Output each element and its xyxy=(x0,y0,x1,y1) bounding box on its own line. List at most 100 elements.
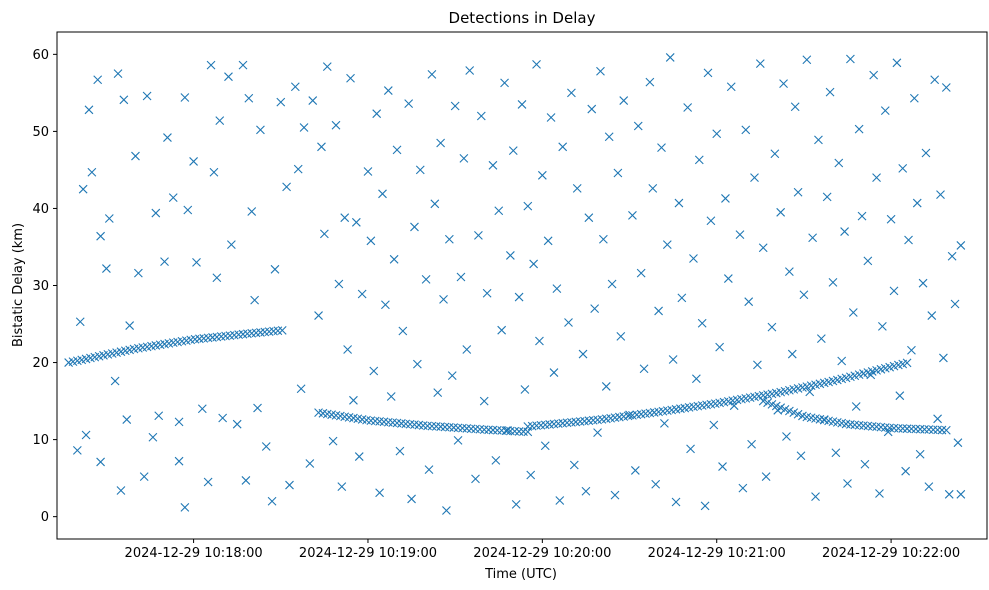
data-point xyxy=(523,422,533,431)
data-point xyxy=(256,125,265,135)
data-point xyxy=(238,60,248,70)
data-point xyxy=(549,419,559,429)
data-point xyxy=(822,192,832,202)
data-point xyxy=(937,425,947,435)
data-point xyxy=(941,83,951,92)
data-point xyxy=(876,422,886,432)
data-point xyxy=(369,366,379,376)
data-point xyxy=(761,472,771,481)
data-point xyxy=(633,121,643,131)
data-point xyxy=(571,417,581,427)
data-point xyxy=(712,129,722,139)
data-point xyxy=(442,506,451,515)
data-point xyxy=(540,420,550,430)
data-point xyxy=(825,87,835,97)
data-point xyxy=(683,103,693,112)
data-point xyxy=(72,446,82,455)
data-point xyxy=(517,100,527,109)
data-point xyxy=(260,327,270,337)
data-point xyxy=(229,330,239,340)
data-point xyxy=(479,396,489,406)
data-point xyxy=(902,358,912,368)
data-point xyxy=(784,267,794,277)
data-point xyxy=(715,342,725,352)
data-point xyxy=(686,444,695,454)
data-point xyxy=(444,422,454,432)
data-point xyxy=(269,326,278,336)
data-point xyxy=(562,418,572,428)
data-point xyxy=(386,392,396,401)
y-tick-label: 30 xyxy=(32,279,49,294)
data-point xyxy=(414,420,424,430)
data-point xyxy=(651,479,661,489)
data-point xyxy=(430,199,440,209)
data-point xyxy=(584,416,594,426)
data-point xyxy=(558,142,568,152)
data-point xyxy=(545,420,554,429)
data-point xyxy=(796,451,806,461)
data-point xyxy=(363,167,373,176)
data-point xyxy=(532,421,541,431)
data-point xyxy=(787,349,797,359)
data-point xyxy=(619,96,629,105)
data-point xyxy=(939,353,948,363)
x-tick-label: 2024-12-29 10:18:00 xyxy=(125,546,263,561)
data-point xyxy=(590,304,600,314)
data-point xyxy=(174,456,184,466)
data-point xyxy=(421,274,431,284)
data-point xyxy=(863,256,873,266)
data-point xyxy=(102,264,111,273)
data-point xyxy=(440,422,450,432)
data-point xyxy=(850,420,860,430)
data-point xyxy=(296,384,306,394)
plot-frame xyxy=(56,31,988,540)
data-point xyxy=(378,189,387,199)
data-point xyxy=(290,82,300,92)
data-point xyxy=(607,279,617,289)
x-tick-label: 2024-12-29 10:19:00 xyxy=(299,546,437,561)
data-point xyxy=(921,148,931,158)
data-point xyxy=(370,416,380,426)
y-tick-label: 60 xyxy=(32,48,49,63)
data-point xyxy=(256,328,265,337)
data-point xyxy=(203,333,213,343)
data-point xyxy=(497,325,507,335)
data-point xyxy=(520,385,530,394)
data-point xyxy=(657,143,666,152)
data-point xyxy=(450,101,460,111)
data-point xyxy=(427,69,437,79)
data-point xyxy=(160,257,169,267)
data-point xyxy=(264,327,274,336)
data-point xyxy=(436,422,446,432)
data-point xyxy=(104,214,114,223)
data-point xyxy=(331,120,341,130)
x-axis-label: Time (UTC) xyxy=(484,567,557,582)
data-point xyxy=(660,419,669,428)
data-point xyxy=(212,273,222,283)
data-point xyxy=(915,424,925,434)
data-point xyxy=(674,198,684,208)
data-point xyxy=(677,293,687,303)
data-point xyxy=(253,403,262,413)
data-point xyxy=(782,432,791,441)
data-point xyxy=(225,331,235,340)
data-point xyxy=(319,229,329,239)
data-point xyxy=(514,427,524,436)
y-tick-label: 10 xyxy=(32,433,49,448)
data-point xyxy=(340,213,350,223)
data-point xyxy=(671,497,681,507)
data-point xyxy=(898,163,908,173)
data-point xyxy=(511,499,521,509)
data-point xyxy=(270,264,280,274)
data-point xyxy=(867,421,877,431)
data-point xyxy=(703,68,713,78)
data-point xyxy=(593,428,602,438)
data-point xyxy=(721,194,730,203)
data-point xyxy=(494,206,504,216)
y-tick-label: 40 xyxy=(32,202,49,217)
data-point xyxy=(898,424,908,433)
data-point xyxy=(628,210,637,220)
data-point xyxy=(767,322,777,332)
data-point xyxy=(892,58,902,68)
